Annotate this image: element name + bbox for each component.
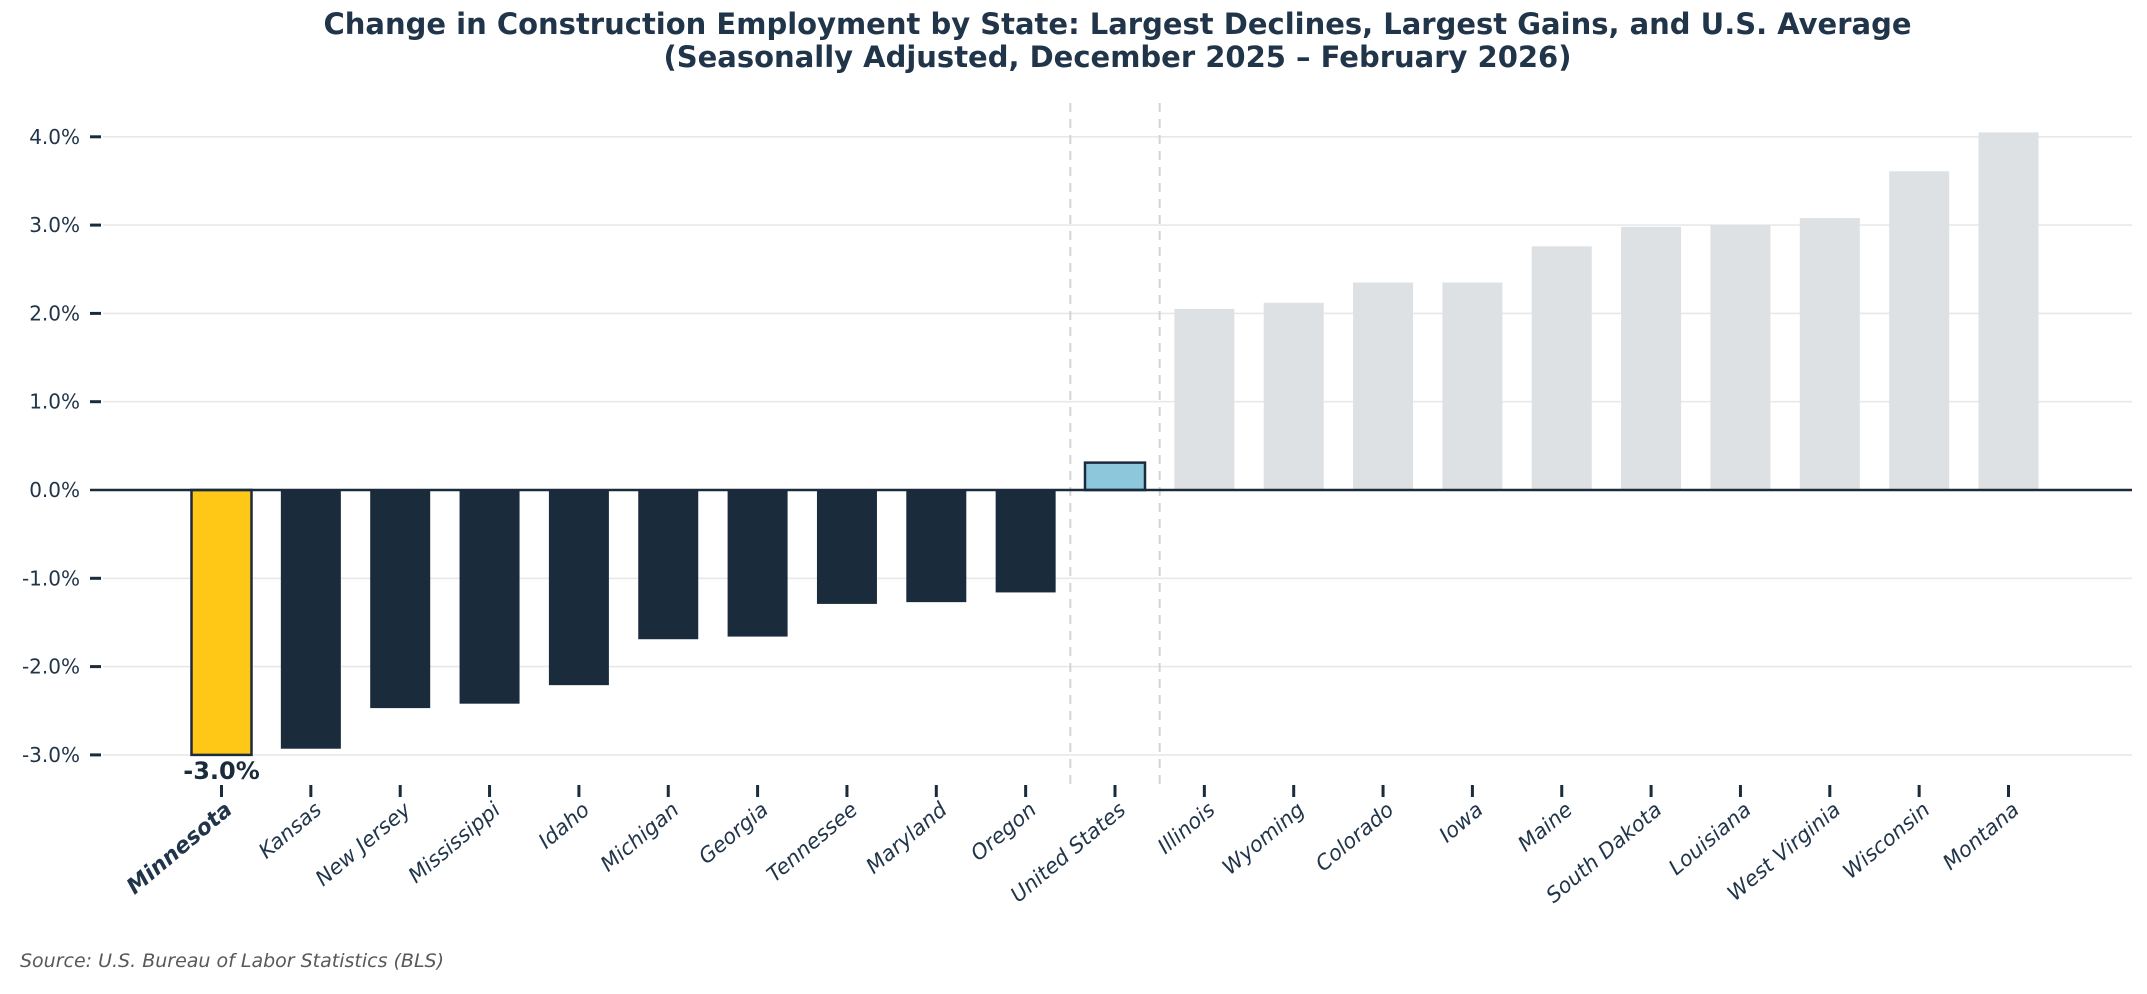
x-tick-label-iowa: Iowa — [1435, 797, 1488, 847]
x-tick-label-georgia: Georgia — [694, 797, 773, 869]
bar-oregon — [995, 490, 1056, 593]
y-tick-label-3.0%: 3.0% — [29, 213, 80, 237]
x-tick-label-new-jersey: New Jersey — [311, 797, 416, 891]
y-tick-label-0.0%: 0.0% — [29, 478, 80, 502]
x-tick-label-oregon: Oregon — [966, 797, 1041, 865]
y-tick-label-4.0%: 4.0% — [29, 125, 80, 149]
bar-wisconsin — [1889, 171, 1950, 490]
bar-maine — [1531, 246, 1592, 490]
bar-michigan — [638, 490, 699, 640]
bar-georgia — [727, 490, 788, 637]
bar-mississippi — [459, 490, 520, 704]
chart-title-line1: Change in Construction Employment by Sta… — [323, 7, 1912, 41]
y-tick-label-1.0%: 1.0% — [29, 390, 80, 414]
bar-iowa — [1442, 282, 1503, 490]
bar-wyoming — [1263, 302, 1324, 490]
gridlines — [103, 136, 2132, 756]
x-tick-label-kansas: Kansas — [254, 797, 326, 863]
bar-minnesota — [190, 488, 253, 757]
y-tick-label-2.0%: 2.0% — [29, 301, 80, 325]
y-axis: 4.0% 3.0% 2.0% 1.0% 0.0% -1.0% -2.0% -3.0% — [22, 125, 101, 767]
bar-illinois — [1174, 308, 1235, 490]
bar-kansas — [280, 490, 341, 749]
min-value-annotation: -3.0% — [183, 757, 260, 785]
bar-new-jersey — [370, 490, 431, 709]
x-tick-label-wyoming: Wyoming — [1218, 797, 1309, 879]
us-average-separators — [1069, 103, 1161, 785]
y-tick-label--3.0%: -3.0% — [22, 743, 80, 767]
x-tick-label-maryland: Maryland — [861, 797, 952, 878]
source-note: Source: U.S. Bureau of Labor Statistics … — [20, 950, 445, 972]
y-tick-label--2.0%: -2.0% — [22, 655, 80, 679]
bars — [190, 132, 2039, 757]
y-tick-label--1.0%: -1.0% — [22, 566, 80, 590]
bar-united-states — [1083, 461, 1147, 492]
bar-colorado — [1353, 282, 1414, 490]
x-tick-label-tennessee: Tennessee — [762, 797, 862, 886]
bar-maryland — [906, 490, 967, 603]
chart-title-line2: (Seasonally Adjusted, December 2025 – Fe… — [663, 40, 1572, 74]
bar-idaho — [548, 490, 609, 686]
chart-title: Change in Construction Employment by Sta… — [103, 8, 2132, 74]
x-tick-label-mississippi: Mississippi — [404, 797, 505, 887]
x-tick-label-maine: Maine — [1513, 797, 1577, 856]
x-tick-label-wisconsin: Wisconsin — [1838, 797, 1934, 883]
x-tick-label-minnesota: Minnesota — [122, 797, 237, 899]
x-tick-label-michigan: Michigan — [596, 797, 684, 876]
bar-west-virginia — [1799, 218, 1860, 490]
x-tick-label-colorado: Colorado — [1311, 797, 1398, 876]
bar-louisiana — [1710, 225, 1771, 490]
x-tick-label-louisiana: Louisiana — [1664, 797, 1756, 879]
bar-montana — [1978, 132, 2039, 490]
x-tick-label-montana: Montana — [1938, 797, 2024, 874]
x-tick-label-idaho: Idaho — [534, 797, 594, 853]
bar-south-dakota — [1621, 226, 1682, 490]
bar-tennessee — [816, 490, 877, 604]
x-tick-label-illinois: Illinois — [1153, 797, 1220, 858]
